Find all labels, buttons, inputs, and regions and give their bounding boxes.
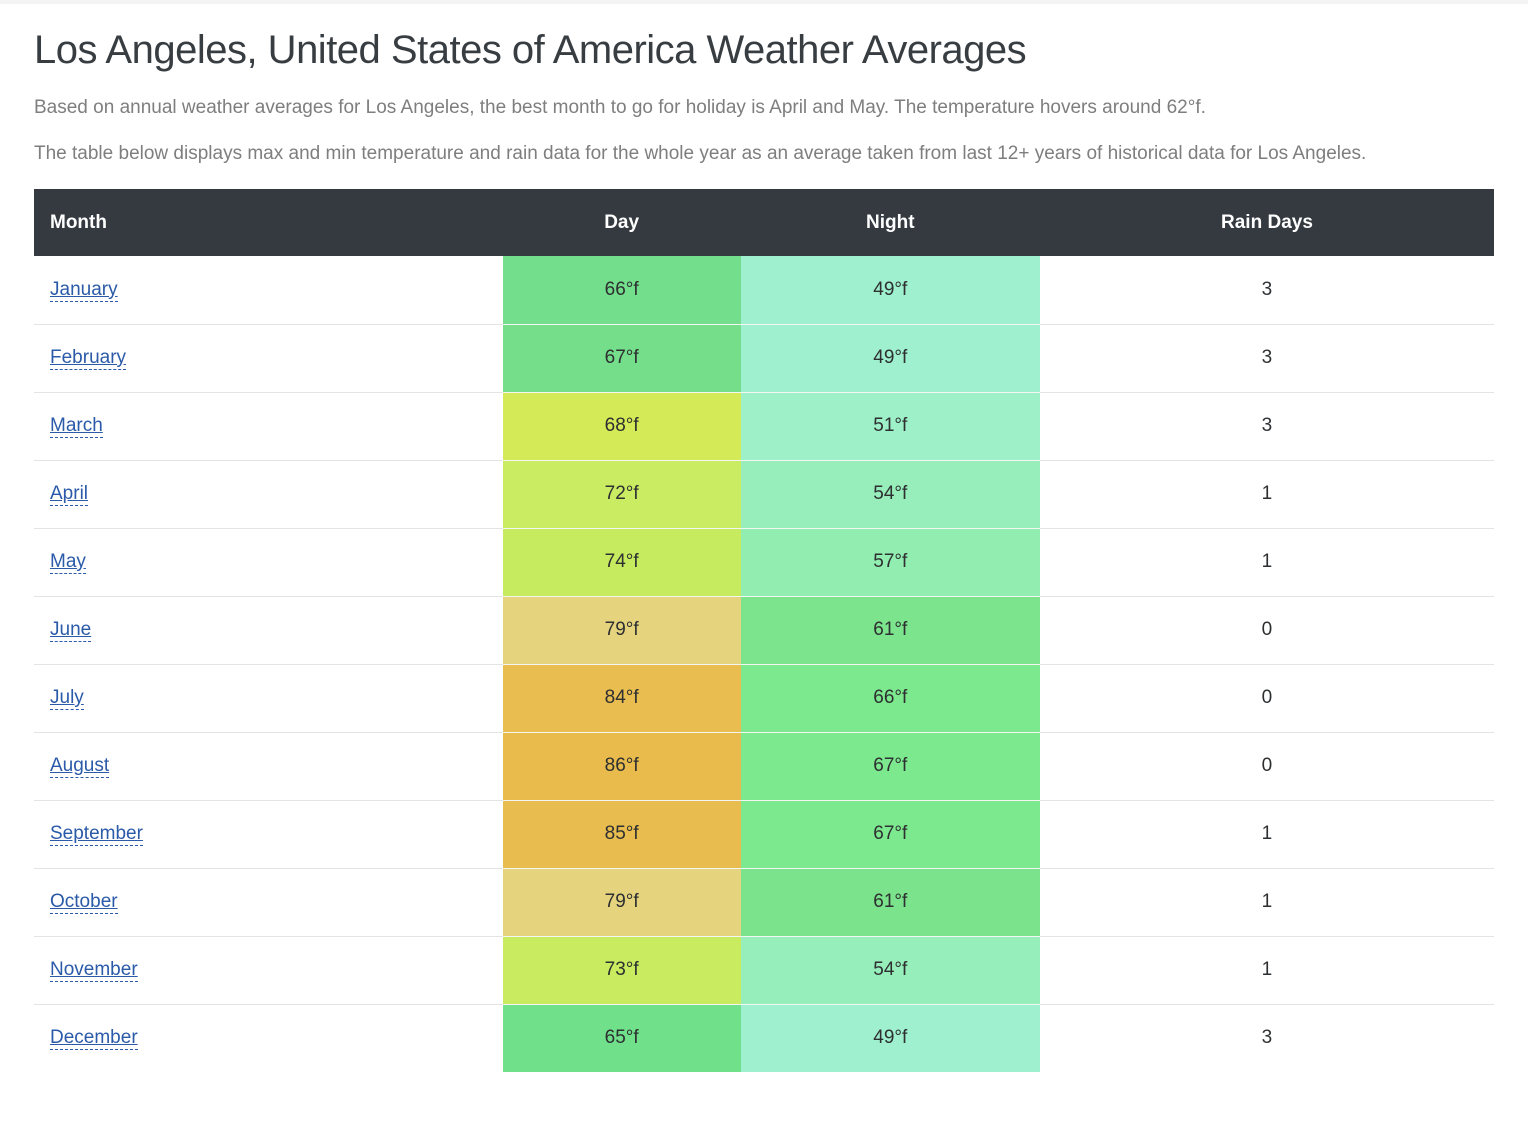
night-temp-cell: 51°f	[740, 392, 1040, 461]
rain-days-cell: 1	[1039, 868, 1494, 937]
night-temp-cell: 61°f	[740, 596, 1040, 665]
column-header-rain-days: Rain Days	[1039, 189, 1494, 257]
day-temp-cell: 79°f	[502, 868, 741, 937]
table-row: February 67°f 49°f 3	[34, 324, 1494, 393]
table-row: October 79°f 61°f 1	[34, 868, 1494, 937]
table-row: March 68°f 51°f 3	[34, 392, 1494, 461]
day-temp-cell: 66°f	[502, 256, 741, 325]
table-row: April 72°f 54°f 1	[34, 460, 1494, 529]
weather-averages-page: Los Angeles, United States of America We…	[0, 28, 1528, 1073]
night-temp-cell: 57°f	[740, 528, 1040, 597]
rain-days-cell: 1	[1039, 528, 1494, 597]
table-row: August 86°f 67°f 0	[34, 732, 1494, 801]
month-link-july[interactable]: July	[50, 687, 84, 711]
day-temp-cell: 72°f	[502, 460, 741, 529]
day-temp-cell: 68°f	[502, 392, 741, 461]
intro-paragraph-table-description: The table below displays max and min tem…	[34, 143, 1367, 165]
night-temp-cell: 49°f	[740, 256, 1040, 325]
day-temp-cell: 84°f	[502, 664, 741, 733]
page-title: Los Angeles, United States of America We…	[34, 28, 1027, 72]
day-temp-cell: 74°f	[502, 528, 741, 597]
table-row: November 73°f 54°f 1	[34, 936, 1494, 1005]
rain-days-cell: 1	[1039, 800, 1494, 869]
day-temp-cell: 67°f	[502, 324, 741, 393]
table-row: January 66°f 49°f 3	[34, 256, 1494, 325]
table-row: December 65°f 49°f 3	[34, 1004, 1494, 1073]
month-link-april[interactable]: April	[50, 483, 89, 507]
rain-days-cell: 0	[1039, 732, 1494, 801]
intro-paragraph-best-month: Based on annual weather averages for Los…	[34, 97, 1206, 118]
day-temp-cell: 86°f	[502, 732, 741, 801]
rain-days-cell: 1	[1039, 460, 1494, 529]
month-link-may[interactable]: May	[50, 551, 86, 575]
rain-days-cell: 3	[1039, 324, 1494, 393]
day-temp-cell: 79°f	[502, 596, 741, 665]
night-temp-cell: 49°f	[740, 324, 1040, 393]
month-link-november[interactable]: November	[50, 959, 138, 983]
rain-days-cell: 3	[1039, 1004, 1494, 1073]
month-link-february[interactable]: February	[50, 347, 127, 371]
month-link-august[interactable]: August	[50, 755, 110, 779]
night-temp-cell: 67°f	[740, 800, 1040, 869]
night-temp-cell: 61°f	[740, 868, 1040, 937]
night-temp-cell: 54°f	[740, 460, 1040, 529]
day-temp-cell: 65°f	[502, 1004, 741, 1073]
day-temp-cell: 73°f	[502, 936, 741, 1005]
rain-days-cell: 0	[1039, 664, 1494, 733]
weather-averages-table: Month Day Night Rain Days January 66°f 4…	[34, 189, 1494, 1073]
night-temp-cell: 49°f	[740, 1004, 1040, 1073]
month-link-september[interactable]: September	[50, 823, 143, 847]
table-row: September 85°f 67°f 1	[34, 800, 1494, 869]
month-link-march[interactable]: March	[50, 415, 103, 439]
month-link-june[interactable]: June	[50, 619, 92, 643]
rain-days-cell: 0	[1039, 596, 1494, 665]
table-header-row: Month Day Night Rain Days	[34, 189, 1494, 257]
day-temp-cell: 85°f	[502, 800, 741, 869]
month-link-october[interactable]: October	[50, 891, 118, 915]
column-header-day: Day	[502, 189, 741, 257]
night-temp-cell: 54°f	[740, 936, 1040, 1005]
month-link-december[interactable]: December	[50, 1027, 138, 1051]
table-row: June 79°f 61°f 0	[34, 596, 1494, 665]
table-row: July 84°f 66°f 0	[34, 664, 1494, 733]
rain-days-cell: 3	[1039, 256, 1494, 325]
night-temp-cell: 66°f	[740, 664, 1040, 733]
column-header-month: Month	[34, 189, 503, 257]
column-header-night: Night	[740, 189, 1040, 257]
night-temp-cell: 67°f	[740, 732, 1040, 801]
rain-days-cell: 1	[1039, 936, 1494, 1005]
table-row: May 74°f 57°f 1	[34, 528, 1494, 597]
month-link-january[interactable]: January	[50, 278, 118, 302]
rain-days-cell: 3	[1039, 392, 1494, 461]
